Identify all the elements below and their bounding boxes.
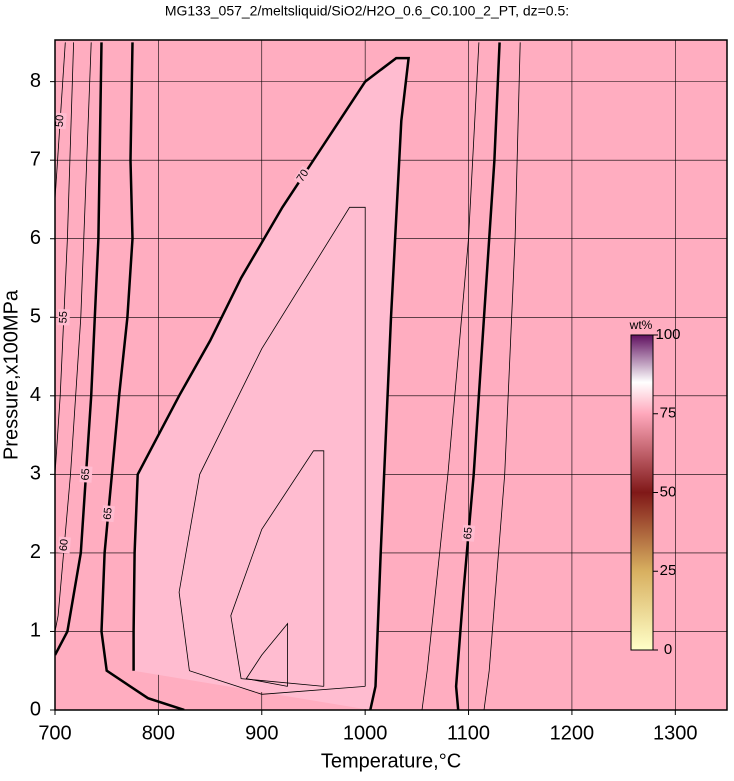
- x-axis-title: Temperature,°C: [321, 750, 461, 772]
- x-tick-label: 900: [245, 722, 278, 744]
- contour-label: 55: [57, 311, 70, 324]
- colorbar-label: wt%: [629, 318, 653, 332]
- contour-label: 65: [462, 527, 475, 540]
- contour-label-bg: [293, 165, 313, 186]
- y-tick-label: 4: [30, 384, 41, 406]
- contour-fill: [133, 58, 409, 710]
- contour-label: 50: [54, 114, 67, 127]
- contour-label: 60: [58, 538, 71, 551]
- contour-line: [55, 42, 92, 632]
- contour-label-bg: [57, 309, 71, 326]
- colorbar-tick-label: 50: [660, 483, 677, 500]
- contour-label-bg: [57, 536, 71, 554]
- y-tick-label: 8: [30, 70, 41, 92]
- y-tick-label: 5: [30, 306, 41, 328]
- x-tick-label: 1200: [550, 722, 595, 744]
- contour-line: [178, 206, 366, 695]
- contour-label: 65: [102, 507, 115, 520]
- contour-label-bg: [79, 465, 93, 483]
- y-axis-title: Pressure,x100MPa: [0, 289, 22, 460]
- colorbar-tick-label: 25: [660, 562, 677, 579]
- y-tick-label: 3: [30, 463, 41, 485]
- y-tick-label: 6: [30, 227, 41, 249]
- y-tick-label: 2: [30, 541, 41, 563]
- colorbar-tick-label: 100: [655, 326, 680, 343]
- plot-frame: [54, 39, 728, 711]
- contour-label: 65: [80, 468, 93, 481]
- colorbar: [630, 334, 654, 651]
- colorbar-tick-label: 75: [660, 405, 677, 422]
- x-tick-label: 1100: [447, 722, 490, 744]
- contour-line: [454, 42, 501, 710]
- contour-line: [245, 622, 289, 687]
- contour-label-bg: [461, 524, 476, 542]
- chart-title: MG133_057_2/meltsliquid/SiO2/H2O_0.6_C0.…: [165, 3, 569, 19]
- contour-line: [421, 42, 480, 710]
- x-tick-label: 800: [142, 722, 175, 744]
- contour-line: [100, 42, 185, 710]
- y-tick-label: 7: [30, 148, 41, 170]
- contour-label-bg: [55, 112, 67, 130]
- contour-line: [483, 42, 521, 710]
- contour-line: [230, 450, 325, 687]
- colorbar-tick-label: 0: [664, 641, 672, 658]
- contour-label: 70: [295, 167, 312, 184]
- y-tick-label: 1: [30, 620, 41, 642]
- y-tick-label: 0: [30, 698, 41, 720]
- x-tick-label: 1000: [343, 722, 388, 744]
- x-tick-label: 700: [38, 722, 71, 744]
- contour-label-bg: [101, 505, 115, 523]
- x-tick-label: 1300: [653, 722, 698, 744]
